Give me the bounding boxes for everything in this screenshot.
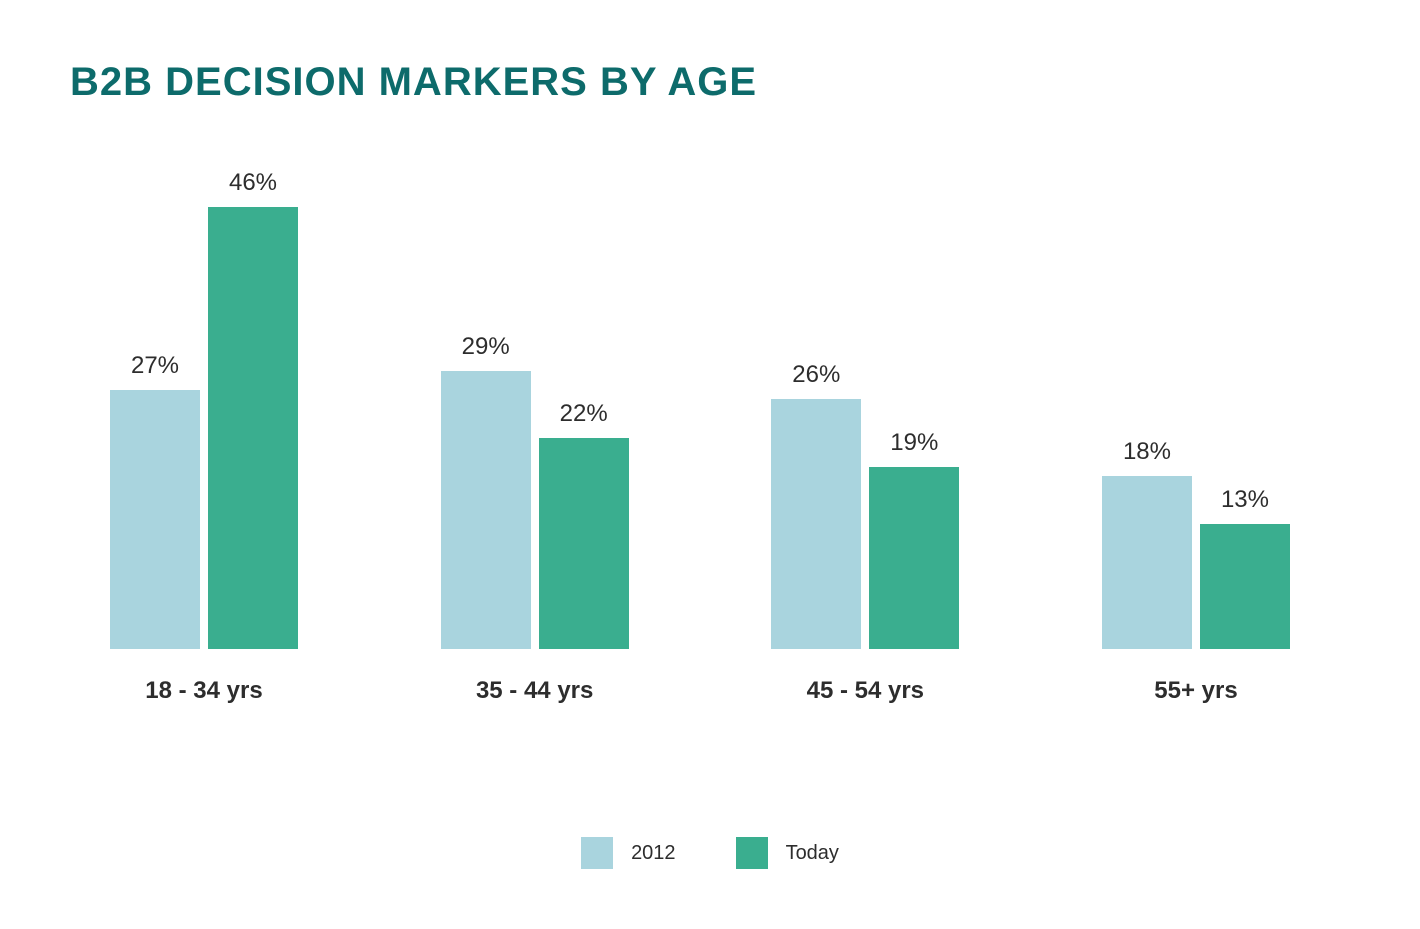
bar-wrap: 26% xyxy=(771,169,861,649)
bar-groups: 27%46%18 - 34 yrs29%22%35 - 44 yrs26%19%… xyxy=(110,185,1290,705)
legend-item: Today xyxy=(736,837,839,869)
bar xyxy=(771,399,861,649)
bar-value-label: 19% xyxy=(890,429,938,457)
bar-wrap: 22% xyxy=(539,169,629,649)
bar-pair: 26% 19% xyxy=(771,169,959,649)
bar xyxy=(539,438,629,649)
bar-value-label: 13% xyxy=(1221,486,1269,514)
legend-swatch xyxy=(736,837,768,869)
bar-value-label: 26% xyxy=(792,361,840,389)
category-label: 55+ yrs xyxy=(1154,677,1237,705)
bar-group: 18% 13% 55+ yrs xyxy=(1102,169,1290,705)
chart-title: B2B DECISION MARKERS BY AGE xyxy=(70,60,1350,105)
legend-label: Today xyxy=(786,842,839,865)
bar-pair: 29% 22% xyxy=(441,169,629,649)
bar-group: 26% 19% 45 - 54 yrs xyxy=(771,169,959,705)
legend-swatch xyxy=(581,837,613,869)
bar-value-label: 18% xyxy=(1123,438,1171,466)
bar-group: 29% 22% 35 - 44 yrs xyxy=(441,169,629,705)
bar-value-label: 27% xyxy=(131,352,179,380)
bar-value-label: 46% xyxy=(229,169,277,197)
bar xyxy=(208,207,298,649)
bar-value-label: 29% xyxy=(462,333,510,361)
legend-label: 2012 xyxy=(631,842,676,865)
bar-pair: 27% 46% xyxy=(110,169,298,649)
bar xyxy=(441,371,531,649)
category-label: 35 - 44 yrs xyxy=(476,677,593,705)
bar-group: 27% 46% 18 - 34 yrs xyxy=(110,169,298,705)
legend: 2012 Today xyxy=(0,837,1420,869)
category-label: 18 - 34 yrs xyxy=(145,677,262,705)
bar-wrap: 46% xyxy=(208,169,298,649)
category-label: 45 - 54 yrs xyxy=(807,677,924,705)
bar-wrap: 27% xyxy=(110,169,200,649)
bar xyxy=(869,467,959,649)
chart-area: 27%46%18 - 34 yrs29%22%35 - 44 yrs26%19%… xyxy=(110,185,1290,705)
bar-wrap: 29% xyxy=(441,169,531,649)
bar xyxy=(110,390,200,649)
bar-wrap: 13% xyxy=(1200,169,1290,649)
bar-wrap: 19% xyxy=(869,169,959,649)
bar-pair: 18% 13% xyxy=(1102,169,1290,649)
bar xyxy=(1200,524,1290,649)
bar-value-label: 22% xyxy=(560,400,608,428)
bar xyxy=(1102,476,1192,649)
bar-wrap: 18% xyxy=(1102,169,1192,649)
legend-item: 2012 xyxy=(581,837,676,869)
